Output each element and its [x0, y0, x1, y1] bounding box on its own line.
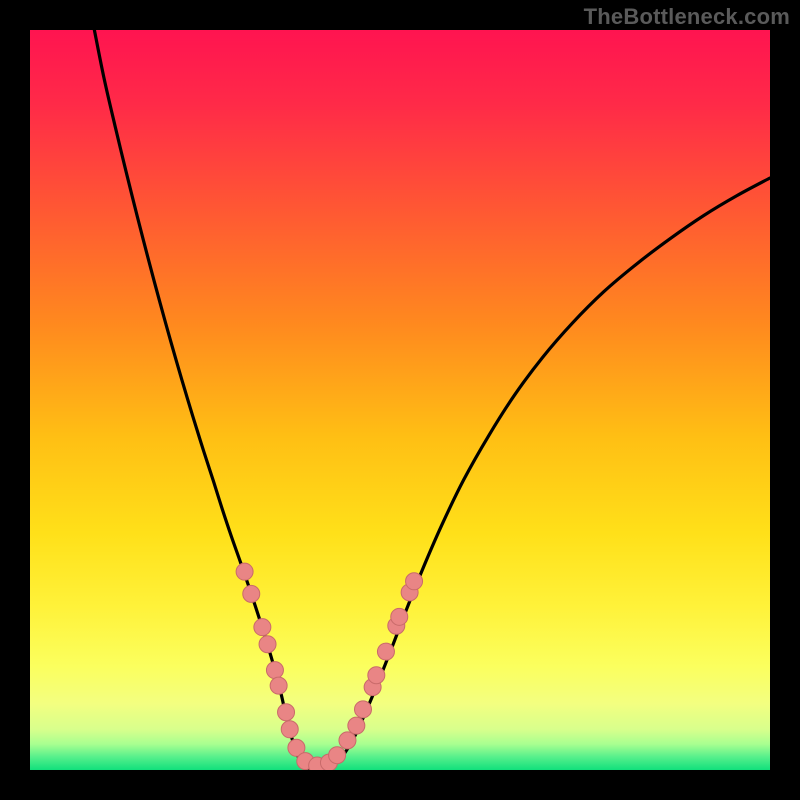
marker-point — [270, 677, 287, 694]
plot-area — [30, 30, 770, 770]
marker-point — [254, 619, 271, 636]
marker-point — [377, 643, 394, 660]
chart-frame: TheBottleneck.com — [0, 0, 800, 800]
marker-point — [348, 717, 365, 734]
marker-point — [329, 747, 346, 764]
gradient-background — [30, 30, 770, 770]
marker-point — [368, 667, 385, 684]
marker-point — [355, 701, 372, 718]
marker-point — [266, 662, 283, 679]
marker-point — [281, 721, 298, 738]
watermark-text: TheBottleneck.com — [584, 4, 790, 30]
plot-svg — [30, 30, 770, 770]
marker-point — [243, 585, 260, 602]
marker-point — [339, 732, 356, 749]
marker-point — [278, 704, 295, 721]
marker-point — [236, 563, 253, 580]
marker-point — [391, 608, 408, 625]
marker-point — [259, 636, 276, 653]
marker-point — [406, 573, 423, 590]
